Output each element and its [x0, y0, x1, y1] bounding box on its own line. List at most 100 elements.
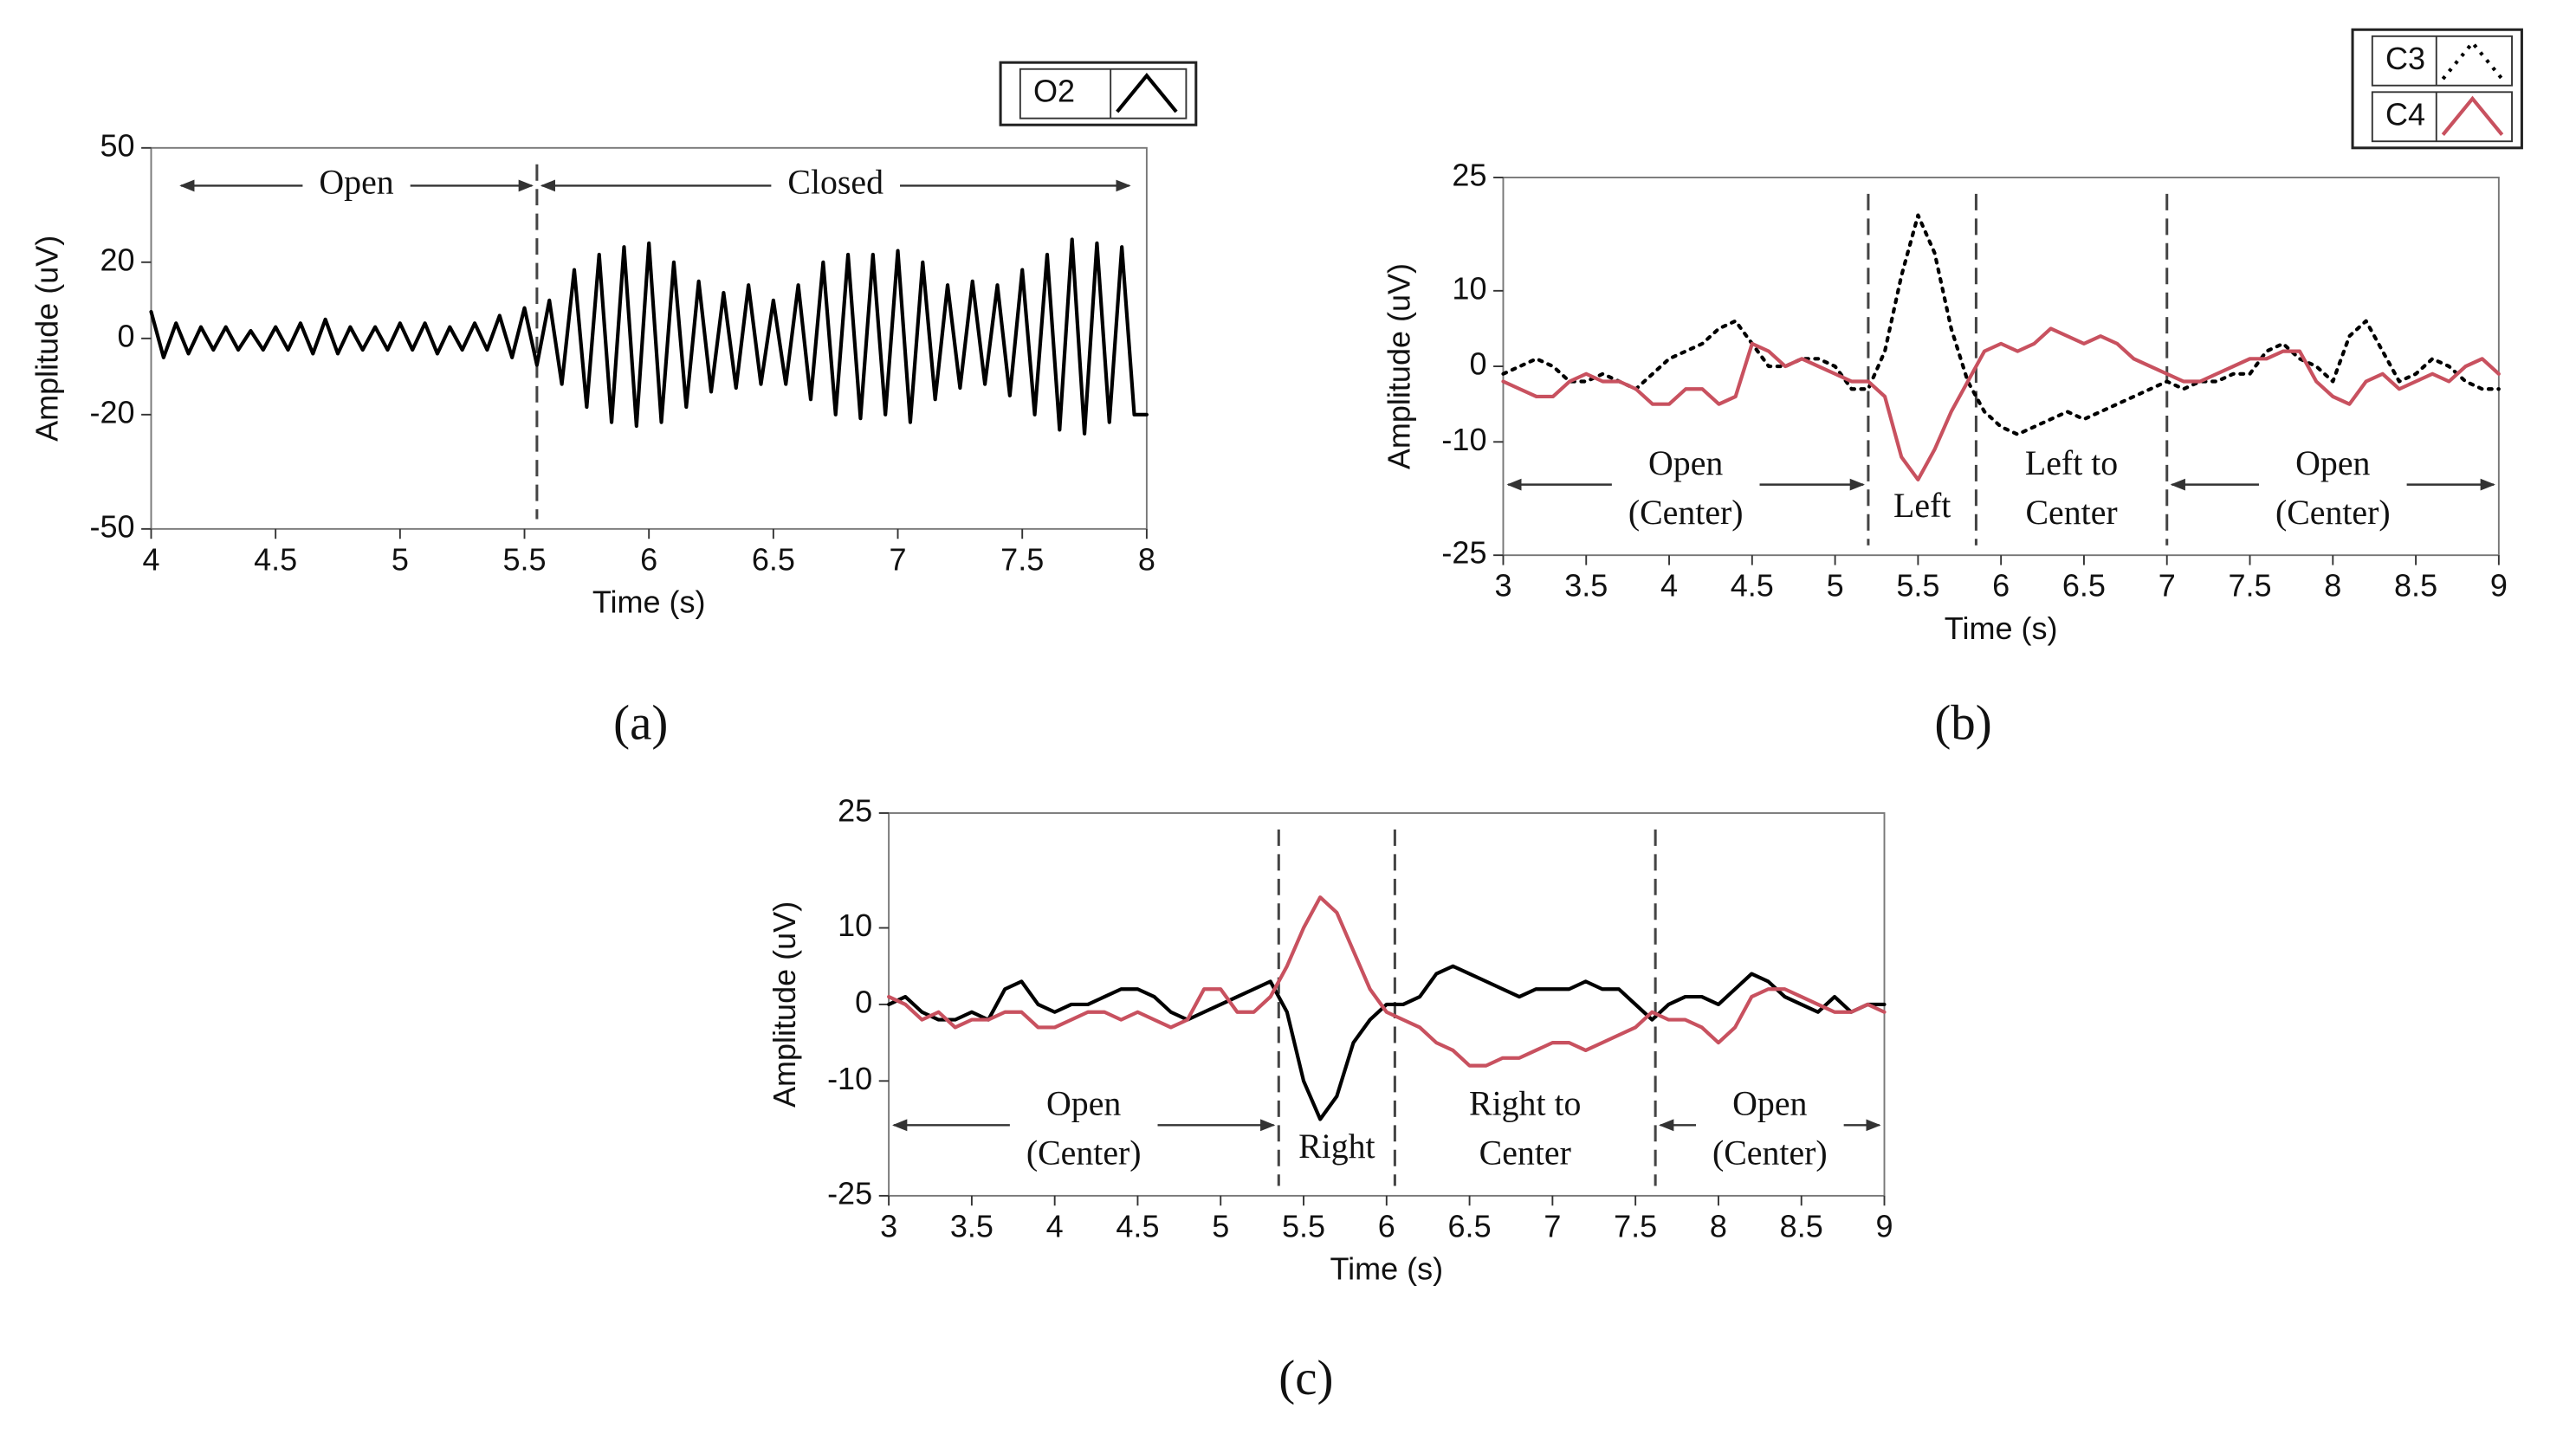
region-text: Closed	[787, 164, 883, 202]
x-tick-label: 6.5	[1448, 1208, 1492, 1243]
x-tick-label: 5	[392, 541, 409, 577]
x-tick-label: 7	[890, 541, 907, 577]
region-text: Open	[319, 164, 393, 202]
region-text: Right	[1298, 1127, 1375, 1166]
region-label: Open (Center)	[1026, 1085, 1142, 1172]
region-label: Left to Center	[2025, 444, 2118, 532]
region-text: Right to	[1469, 1085, 1581, 1123]
x-tick-label: 6	[1378, 1208, 1395, 1243]
y-tick-label: 50	[100, 127, 134, 163]
x-tick-label: 5	[1827, 568, 1844, 604]
region-text: Center	[2025, 494, 2117, 532]
y-axis-label: Amplitude (uV)	[767, 901, 802, 1108]
y-axis-label: Amplitude (uV)	[29, 236, 64, 442]
legend-label: C3	[2385, 41, 2425, 76]
x-tick-label: 3	[1494, 568, 1511, 604]
x-tick-label: 6	[1992, 568, 2010, 604]
y-tick-label: 0	[1469, 346, 1486, 382]
x-tick-label: 5.5	[502, 541, 546, 577]
y-tick-label: 20	[100, 242, 134, 277]
x-axis-label: Time (s)	[1945, 610, 2058, 646]
x-tick-label: 4	[1660, 568, 1678, 604]
y-tick-label: 25	[838, 792, 872, 828]
x-tick-label: 7.5	[2228, 568, 2271, 604]
x-tick-label: 4.5	[1116, 1208, 1159, 1243]
x-tick-label: 7	[2159, 568, 2176, 604]
region-label: Open	[319, 164, 393, 202]
y-tick-label: -20	[89, 394, 134, 430]
y-tick-label: -10	[1441, 422, 1486, 457]
x-tick-label: 5.5	[1896, 568, 1939, 604]
x-tick-label: 4.5	[1731, 568, 1774, 604]
region-text: (Center)	[1026, 1134, 1142, 1172]
region-text: Left to	[2025, 444, 2118, 482]
x-tick-label: 6.5	[752, 541, 795, 577]
region-label: Right	[1298, 1127, 1375, 1166]
x-tick-label: 4.5	[254, 541, 297, 577]
series-line	[887, 895, 1887, 1068]
y-tick-label: -25	[1441, 535, 1486, 571]
legend-cell	[2371, 91, 2513, 143]
legend-cell	[2371, 35, 2513, 87]
x-tick-label: 3.5	[1564, 568, 1608, 604]
x-tick-label: 9	[1875, 1208, 1893, 1243]
legend-swatch	[1116, 73, 1178, 113]
x-tick-label: 6.5	[2062, 568, 2106, 604]
y-tick-label: 10	[1452, 270, 1486, 306]
x-tick-label: 4	[142, 541, 159, 577]
x-tick-label: 9	[2490, 568, 2508, 604]
region-label: Closed	[787, 164, 883, 202]
y-tick-label: -25	[827, 1175, 872, 1211]
x-tick-label: 7.5	[1614, 1208, 1657, 1243]
region-text: (Center)	[1628, 494, 1744, 532]
x-tick-label: 8	[1138, 541, 1155, 577]
x-tick-label: 5	[1212, 1208, 1229, 1243]
series-line	[1501, 326, 2501, 482]
series-line	[887, 964, 1887, 1121]
y-axis-label: Amplitude (uV)	[1381, 263, 1416, 469]
region-text: Left	[1893, 487, 1951, 525]
region-label: Open (Center)	[1712, 1085, 1828, 1172]
x-tick-label: 7	[1544, 1208, 1561, 1243]
region-label: Left	[1893, 487, 1951, 525]
x-tick-label: 8	[1710, 1208, 1727, 1243]
series-line	[1501, 213, 2501, 436]
x-tick-label: 5.5	[1282, 1208, 1325, 1243]
caption: (a)	[613, 695, 668, 750]
x-tick-label: 8	[2324, 568, 2341, 604]
region-text: Open	[2295, 444, 2370, 482]
x-tick-label: 8.5	[2394, 568, 2437, 604]
y-tick-label: -10	[827, 1061, 872, 1096]
x-tick-label: 3	[880, 1208, 897, 1243]
legend-frame	[999, 61, 1198, 126]
region-text: Open	[1648, 444, 1723, 482]
x-axis-label: Time (s)	[592, 585, 706, 620]
legend-label: O2	[1033, 74, 1075, 109]
region-text: Open	[1732, 1085, 1807, 1123]
region-label: Open (Center)	[2275, 444, 2391, 532]
y-tick-label: 0	[117, 318, 134, 353]
x-tick-label: 7.5	[1000, 541, 1044, 577]
region-text: (Center)	[1712, 1134, 1828, 1172]
series-line	[149, 237, 1149, 436]
region-label: Right to Center	[1469, 1085, 1581, 1172]
y-tick-label: 0	[855, 984, 872, 1019]
x-tick-label: 6	[640, 541, 657, 577]
legend-label: C4	[2385, 96, 2425, 132]
legend-swatch	[2441, 95, 2504, 136]
region-text: Center	[1479, 1134, 1571, 1172]
legend-cell	[1019, 68, 1188, 120]
y-tick-label: 25	[1452, 157, 1486, 192]
x-tick-label: 3.5	[950, 1208, 994, 1243]
region-text: (Center)	[2275, 494, 2391, 532]
caption: (c)	[1278, 1351, 1333, 1405]
x-tick-label: 8.5	[1780, 1208, 1823, 1243]
x-tick-label: 4	[1046, 1208, 1064, 1243]
region-label: Open (Center)	[1628, 444, 1744, 532]
x-axis-label: Time (s)	[1330, 1251, 1443, 1287]
region-text: Open	[1046, 1085, 1121, 1123]
y-tick-label: -50	[89, 508, 134, 544]
y-tick-label: 10	[838, 908, 872, 943]
